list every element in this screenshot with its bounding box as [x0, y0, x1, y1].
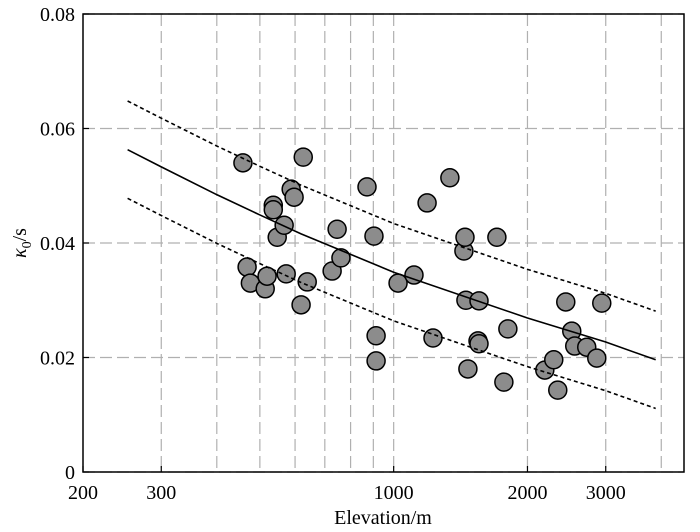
data-point	[331, 248, 351, 268]
data-point	[469, 334, 489, 354]
data-point	[440, 167, 460, 188]
x-tick-label: 3000	[586, 482, 626, 504]
data-point	[592, 293, 612, 313]
data-point	[494, 372, 514, 392]
data-point	[417, 193, 437, 213]
data-point	[263, 200, 284, 220]
data-point	[388, 273, 408, 293]
data-point	[276, 264, 296, 284]
data-point	[284, 187, 304, 207]
y-axis-label: κ0/s	[9, 228, 35, 258]
data-point	[548, 380, 568, 400]
data-point	[366, 325, 386, 346]
data-point	[357, 177, 377, 197]
y-label-unit: /s	[9, 228, 31, 242]
x-tick-label: 300	[146, 482, 176, 504]
y-tick-label: 0.04	[40, 233, 75, 255]
y-label-subscript: 0	[20, 241, 35, 248]
data-point	[498, 319, 518, 339]
data-point	[556, 292, 576, 312]
data-point	[455, 227, 475, 248]
data-point	[291, 295, 311, 315]
y-tick-label: 0.02	[40, 348, 75, 370]
x-tick-label: 200	[68, 482, 98, 504]
data-point	[364, 226, 384, 246]
bound-line	[127, 100, 656, 312]
data-point	[404, 265, 424, 285]
x-tick-label: 1000	[374, 482, 414, 504]
y-tick-label: 0.06	[40, 119, 75, 141]
plot-frame	[82, 13, 685, 473]
data-point	[233, 153, 253, 173]
data-point	[458, 359, 478, 379]
data-point	[327, 219, 347, 240]
data-point	[587, 348, 607, 368]
x-tick-label: 2000	[507, 482, 547, 504]
y-tick-label: 0.08	[40, 4, 75, 26]
data-point	[366, 351, 386, 371]
fit-line	[127, 148, 656, 361]
y-tick-label: 0	[65, 462, 75, 484]
data-point	[293, 147, 314, 167]
x-axis-label: Elevation/m	[334, 507, 432, 529]
data-point	[487, 227, 507, 248]
data-point	[423, 328, 443, 348]
bound-line	[127, 197, 656, 410]
y-label-symbol: κ	[9, 248, 31, 258]
data-point	[544, 350, 564, 370]
